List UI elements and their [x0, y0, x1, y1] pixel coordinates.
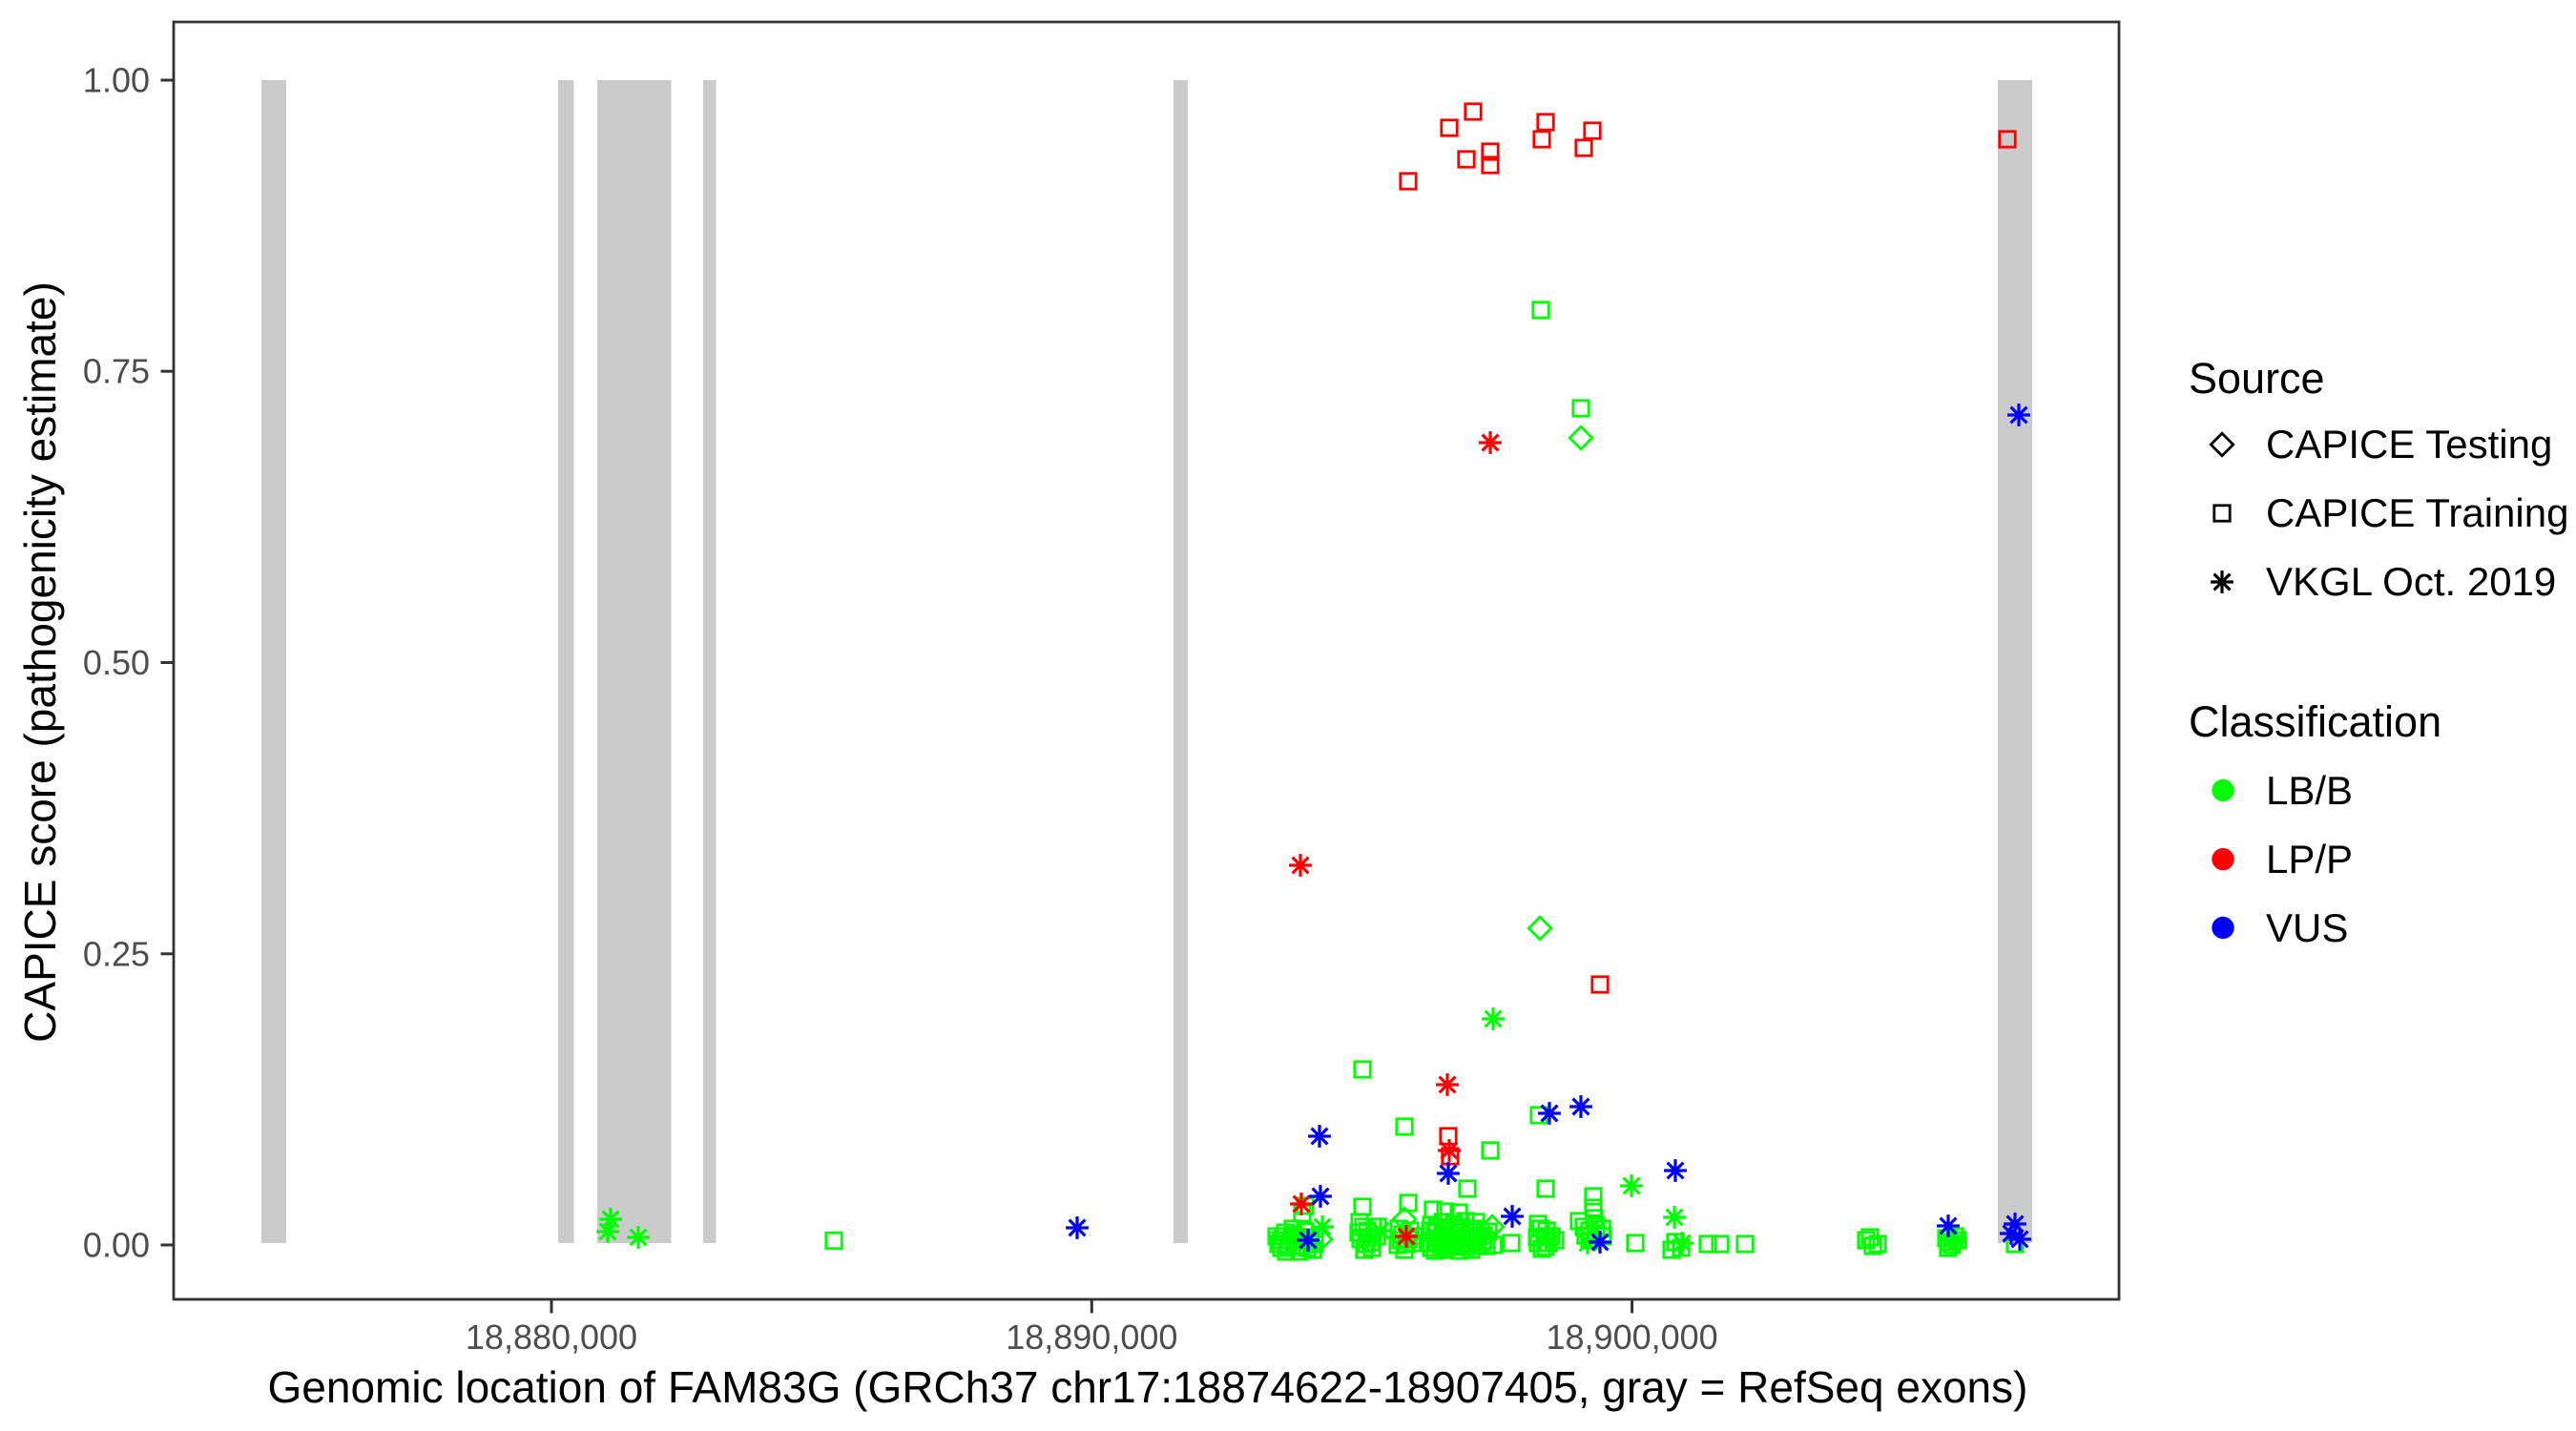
svg-text:Classification: Classification: [2189, 697, 2441, 746]
svg-text:LB/B: LB/B: [2266, 768, 2353, 813]
svg-text:CAPICE Training: CAPICE Training: [2266, 490, 2568, 535]
svg-text:LP/P: LP/P: [2266, 837, 2353, 881]
svg-text:CAPICE Testing: CAPICE Testing: [2266, 422, 2552, 467]
svg-text:1.00: 1.00: [83, 61, 150, 100]
svg-text:VUS: VUS: [2266, 905, 2348, 950]
svg-text:0.25: 0.25: [83, 934, 150, 973]
svg-text:Source: Source: [2189, 354, 2325, 403]
svg-text:Genomic location of FAM83G (GR: Genomic location of FAM83G (GRCh37 chr17…: [268, 1362, 2028, 1412]
svg-text:CAPICE score (pathogenicity es: CAPICE score (pathogenicity estimate): [15, 281, 65, 1043]
svg-text:18,900,000: 18,900,000: [1547, 1317, 1718, 1357]
svg-text:18,880,000: 18,880,000: [466, 1317, 637, 1357]
svg-text:0.00: 0.00: [83, 1226, 150, 1265]
svg-text:0.75: 0.75: [83, 352, 150, 391]
svg-text:VKGL Oct. 2019: VKGL Oct. 2019: [2266, 559, 2556, 604]
svg-text:0.50: 0.50: [83, 643, 150, 682]
svg-text:18,890,000: 18,890,000: [1006, 1317, 1177, 1357]
